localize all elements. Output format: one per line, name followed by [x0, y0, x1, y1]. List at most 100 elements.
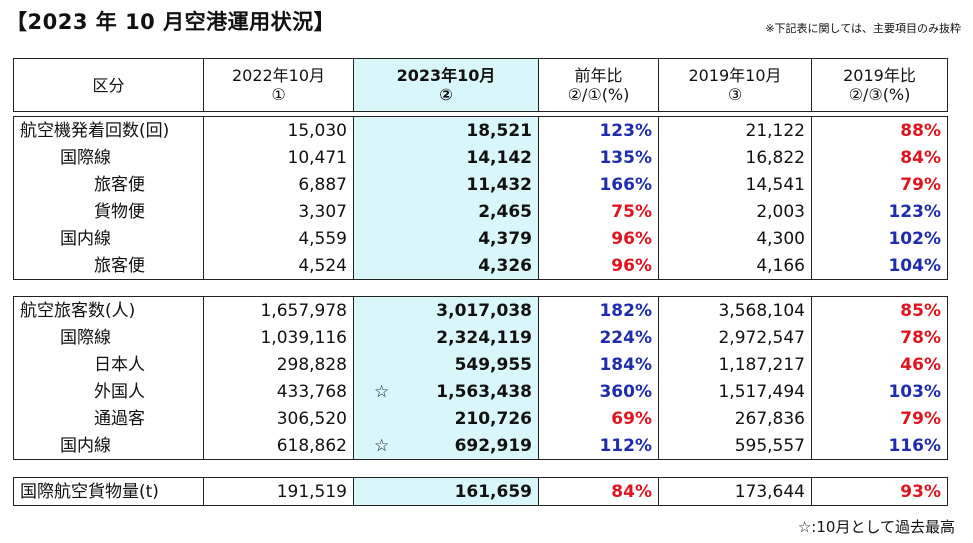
value-2019: 1,517,494 — [658, 378, 812, 405]
value-2019: 2,003 — [658, 198, 812, 225]
value-2022: 6,887 — [203, 171, 354, 198]
value-2019: 4,166 — [658, 252, 812, 280]
vs-2019-percent: 103% — [811, 378, 948, 405]
value-2023-text: 692,919 — [454, 435, 532, 456]
value-2023: 3,017,038 — [353, 296, 539, 324]
header-row: 区分 2022年10月 ① 2023年10月 ② 前年比 ②/①(%) 2019年10… — [13, 58, 948, 112]
value-2022: 433,768 — [203, 378, 354, 405]
flights-table: 航空機発着回数(回) 15,030 18,521 123% 21,122 88% 国際線 10… — [13, 116, 948, 280]
header-2019: 2019年10月 ③ — [658, 58, 812, 112]
yoy-percent: 69% — [538, 405, 659, 432]
header-yoy: 前年比 ②/①(%) — [538, 58, 659, 112]
yoy-percent: 75% — [538, 198, 659, 225]
value-2023: ☆ 692,919 — [353, 432, 539, 460]
airport-operations-table: 区分 2022年10月 ① 2023年10月 ② 前年比 ②/①(%) 2019年10… — [13, 58, 948, 112]
yoy-percent: 360% — [538, 378, 659, 405]
value-2022: 618,862 — [203, 432, 354, 460]
table-row: 航空機発着回数(回) 15,030 18,521 123% 21,122 88% — [13, 116, 948, 144]
yoy-percent: 84% — [538, 477, 659, 506]
excerpt-note: ※下記表に関しては、主要項目のみ抜粋 — [765, 22, 961, 35]
vs-2019-percent: 88% — [811, 116, 948, 144]
header-category: 区分 — [13, 58, 204, 112]
row-label: 航空旅客数(人) — [13, 296, 204, 324]
value-2022: 15,030 — [203, 116, 354, 144]
table-row: 日本人 298,828 549,955 184% 1,187,217 46% — [13, 351, 948, 378]
value-2022: 4,524 — [203, 252, 354, 280]
table-row: 航空旅客数(人) 1,657,978 3,017,038 182% 3,568,104 8… — [13, 296, 948, 324]
value-2022: 1,657,978 — [203, 296, 354, 324]
cargo-table: 国際航空貨物量(t) 191,519 161,659 84% 173,644 93% — [13, 477, 948, 506]
yoy-percent: 135% — [538, 144, 659, 171]
vs-2019-percent: 79% — [811, 405, 948, 432]
vs-2019-percent: 46% — [811, 351, 948, 378]
value-2023: 14,142 — [353, 144, 539, 171]
value-2023: 549,955 — [353, 351, 539, 378]
yoy-percent: 184% — [538, 351, 659, 378]
header-vs-2019: 2019年比 ②/③(%) — [811, 58, 948, 112]
table-row: 通過客 306,520 210,726 69% 267,836 79% — [13, 405, 948, 432]
value-2022: 1,039,116 — [203, 324, 354, 351]
table-row: 旅客便 6,887 11,432 166% 14,541 79% — [13, 171, 948, 198]
value-2023: 4,326 — [353, 252, 539, 280]
yoy-percent: 166% — [538, 171, 659, 198]
value-2019: 1,187,217 — [658, 351, 812, 378]
row-label: 国内線 — [13, 432, 204, 460]
value-2019: 4,300 — [658, 225, 812, 252]
row-label: 国際線 — [13, 324, 204, 351]
row-label: 国内線 — [13, 225, 204, 252]
header-2022: 2022年10月 ① — [203, 58, 354, 112]
table-row: 旅客便 4,524 4,326 96% 4,166 104% — [13, 252, 948, 280]
vs-2019-percent: 78% — [811, 324, 948, 351]
vs-2019-percent: 93% — [811, 477, 948, 506]
record-star-icon: ☆ — [374, 381, 390, 402]
row-label: 外国人 — [13, 378, 204, 405]
value-2023: 11,432 — [353, 171, 539, 198]
table-row: 国際線 10,471 14,142 135% 16,822 84% — [13, 144, 948, 171]
table-row: 国際航空貨物量(t) 191,519 161,659 84% 173,644 93% — [13, 477, 948, 506]
value-2019: 2,972,547 — [658, 324, 812, 351]
yoy-percent: 224% — [538, 324, 659, 351]
row-label: 国際航空貨物量(t) — [13, 477, 204, 506]
value-2019: 3,568,104 — [658, 296, 812, 324]
header-2023: 2023年10月 ② — [353, 58, 539, 112]
page-title: 【2023 年 10 月空港運用状況】 — [6, 10, 336, 34]
value-2023: 161,659 — [353, 477, 539, 506]
vs-2019-percent: 104% — [811, 252, 948, 280]
value-2019: 267,836 — [658, 405, 812, 432]
value-2023: ☆ 1,563,438 — [353, 378, 539, 405]
yoy-percent: 123% — [538, 116, 659, 144]
row-label: 貨物便 — [13, 198, 204, 225]
passengers-table: 航空旅客数(人) 1,657,978 3,017,038 182% 3,568,104 8… — [13, 296, 948, 460]
row-label: 旅客便 — [13, 252, 204, 280]
value-2022: 10,471 — [203, 144, 354, 171]
row-label: 航空機発着回数(回) — [13, 116, 204, 144]
vs-2019-percent: 123% — [811, 198, 948, 225]
value-2023: 4,379 — [353, 225, 539, 252]
value-2019: 595,557 — [658, 432, 812, 460]
vs-2019-percent: 79% — [811, 171, 948, 198]
vs-2019-percent: 84% — [811, 144, 948, 171]
value-2023: 2,324,119 — [353, 324, 539, 351]
row-label: 国際線 — [13, 144, 204, 171]
value-2019: 173,644 — [658, 477, 812, 506]
vs-2019-percent: 85% — [811, 296, 948, 324]
table-row: 国際線 1,039,116 2,324,119 224% 2,972,547 78% — [13, 324, 948, 351]
yoy-percent: 96% — [538, 225, 659, 252]
row-label: 日本人 — [13, 351, 204, 378]
table-row: 国内線 4,559 4,379 96% 4,300 102% — [13, 225, 948, 252]
table-row: 国内線 618,862 ☆ 692,919 112% 595,557 116% — [13, 432, 948, 460]
row-label: 旅客便 — [13, 171, 204, 198]
record-high-note: ☆:10月として過去最高 — [797, 518, 955, 536]
yoy-percent: 112% — [538, 432, 659, 460]
value-2023: 210,726 — [353, 405, 539, 432]
row-label: 通過客 — [13, 405, 204, 432]
value-2019: 16,822 — [658, 144, 812, 171]
value-2022: 191,519 — [203, 477, 354, 506]
table-row: 外国人 433,768 ☆ 1,563,438 360% 1,517,494 103% — [13, 378, 948, 405]
value-2022: 298,828 — [203, 351, 354, 378]
value-2023: 2,465 — [353, 198, 539, 225]
value-2022: 306,520 — [203, 405, 354, 432]
table-row: 貨物便 3,307 2,465 75% 2,003 123% — [13, 198, 948, 225]
value-2023: 18,521 — [353, 116, 539, 144]
vs-2019-percent: 102% — [811, 225, 948, 252]
